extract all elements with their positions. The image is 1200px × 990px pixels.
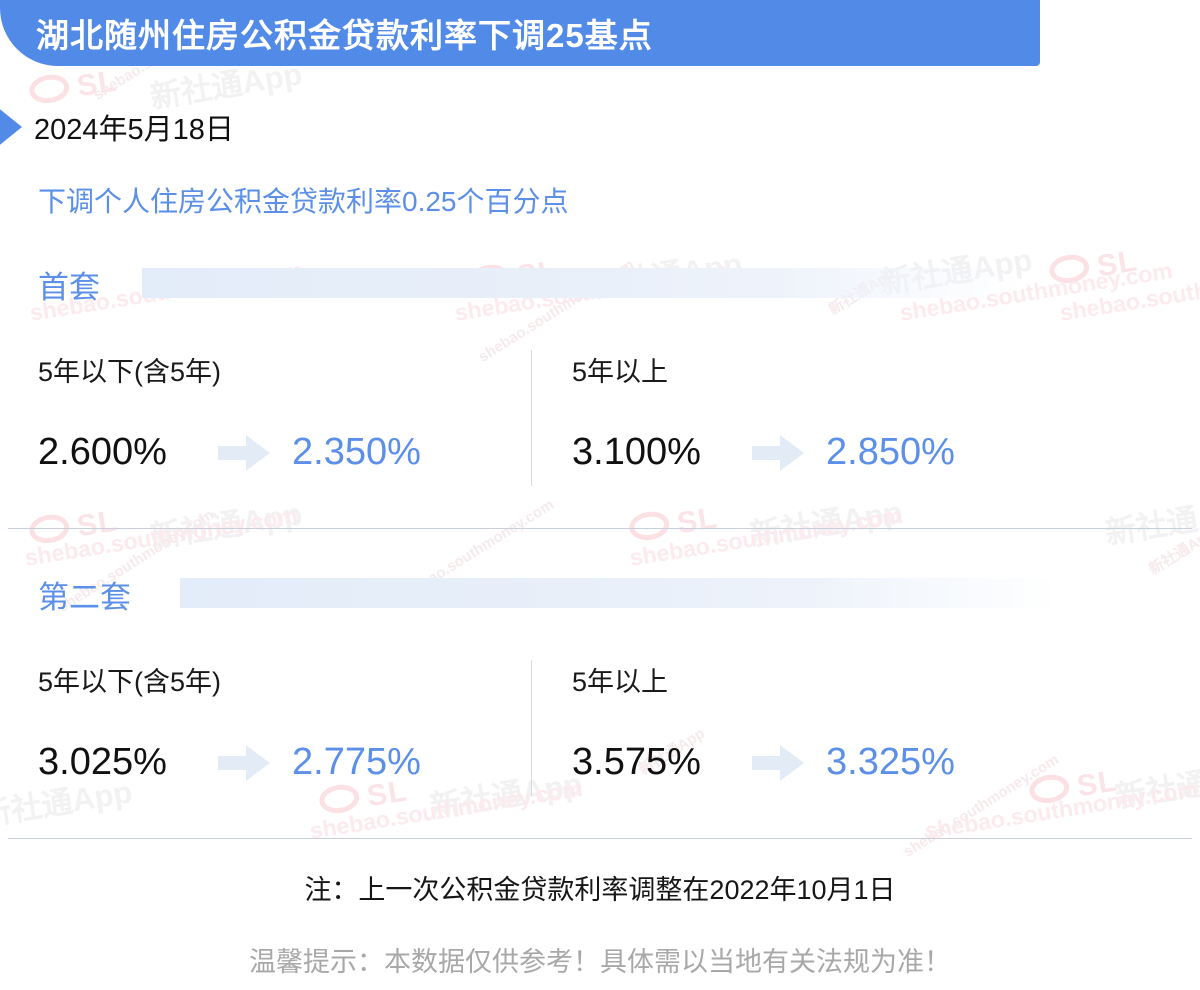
arrow-right-icon xyxy=(218,434,270,471)
footnote: 注：上一次公积金贷款利率调整在2022年10月1日 xyxy=(304,875,896,905)
watermark-diagonal: 新社通App xyxy=(1146,524,1200,579)
new-rate-value: 2.775% xyxy=(292,741,421,783)
arrow-right-icon xyxy=(752,434,804,471)
effective-date: 2024年5月18日 xyxy=(34,114,234,146)
term-label: 5年以上 xyxy=(572,667,669,697)
rate-column-over-5y: 5年以上 3.100% 2.850% xyxy=(572,350,955,474)
rate-column-over-5y: 5年以上 3.575% 3.325% xyxy=(572,660,955,784)
watermark-brand: 新社通App xyxy=(147,496,305,555)
old-rate-value: 3.575% xyxy=(572,741,701,783)
watermark-logo-mark xyxy=(627,508,672,543)
section-header-second-home: 第二套 xyxy=(38,572,1060,617)
old-rate-value: 2.600% xyxy=(38,431,167,473)
term-label: 5年以下(含5年) xyxy=(38,667,222,697)
watermark-logo: SL xyxy=(27,64,120,111)
rate-column-under-5y: 5年以下(含5年) 2.600% 2.350% xyxy=(38,350,421,474)
watermark-url: shebao.southmoney.com xyxy=(627,502,905,571)
section-separator xyxy=(8,838,1192,839)
subtitle: 下调个人住房公积金贷款利率0.25个百分点 xyxy=(38,186,569,217)
rate-change-row: 3.575% 3.325% xyxy=(572,741,955,784)
section-title: 首套 xyxy=(38,270,100,305)
section-highlight-bar xyxy=(180,578,1060,608)
watermark-logo: SL xyxy=(627,501,720,548)
watermark-logo: SL xyxy=(1027,764,1120,811)
watermark-brand: 新社通App xyxy=(1112,756,1200,815)
column-divider xyxy=(531,660,532,796)
watermark-logo: SL xyxy=(1047,244,1140,291)
new-rate-value: 2.850% xyxy=(826,431,955,473)
term-label: 5年以上 xyxy=(572,357,669,387)
watermark-url: shebao.southmoney.com xyxy=(307,775,585,844)
watermark-url: shebao.southmoney.com xyxy=(1057,257,1200,326)
rate-column-under-5y: 5年以下(含5年) 3.025% 2.775% xyxy=(38,660,421,784)
watermark-brand: 新社通App xyxy=(427,766,585,825)
triangle-right-icon xyxy=(0,106,22,148)
column-divider xyxy=(531,350,532,486)
old-rate-value: 3.025% xyxy=(38,741,167,783)
old-rate-value: 3.100% xyxy=(572,431,701,473)
watermark-logo-mark xyxy=(27,71,72,106)
watermark-brand: 新社通App xyxy=(1102,492,1200,551)
watermark-logo-mark xyxy=(1027,771,1072,806)
watermark-url: shebao.southmoney.com xyxy=(22,502,300,571)
arrow-right-icon xyxy=(218,744,270,781)
disclaimer: 温馨提示：本数据仅供参考！具体需以当地有关法规为准！ xyxy=(249,947,951,977)
section-header-first-home: 首套 xyxy=(38,262,1022,307)
rate-change-row: 3.025% 2.775% xyxy=(38,741,421,784)
new-rate-value: 2.350% xyxy=(292,431,421,473)
rate-change-row: 2.600% 2.350% xyxy=(38,431,421,474)
date-row: 2024年5月18日 xyxy=(0,106,234,148)
page-title: 湖北随州住房公积金贷款利率下调25基点 xyxy=(36,17,653,54)
watermark-brand: 新社通App xyxy=(747,494,905,553)
watermark-logo-mark xyxy=(317,781,362,816)
term-label: 5年以下(含5年) xyxy=(38,357,222,387)
watermark-url: shebao.southmoney.com xyxy=(922,775,1200,844)
watermark-logo-mark xyxy=(1047,251,1092,286)
arrow-right-icon xyxy=(752,744,804,781)
new-rate-value: 3.325% xyxy=(826,741,955,783)
section-highlight-bar xyxy=(142,268,1022,298)
section-title: 第二套 xyxy=(38,580,131,615)
title-banner: 湖北随州住房公积金贷款利率下调25基点 xyxy=(0,0,1040,66)
rate-change-row: 3.100% 2.850% xyxy=(572,431,955,474)
section-separator xyxy=(8,528,1192,529)
